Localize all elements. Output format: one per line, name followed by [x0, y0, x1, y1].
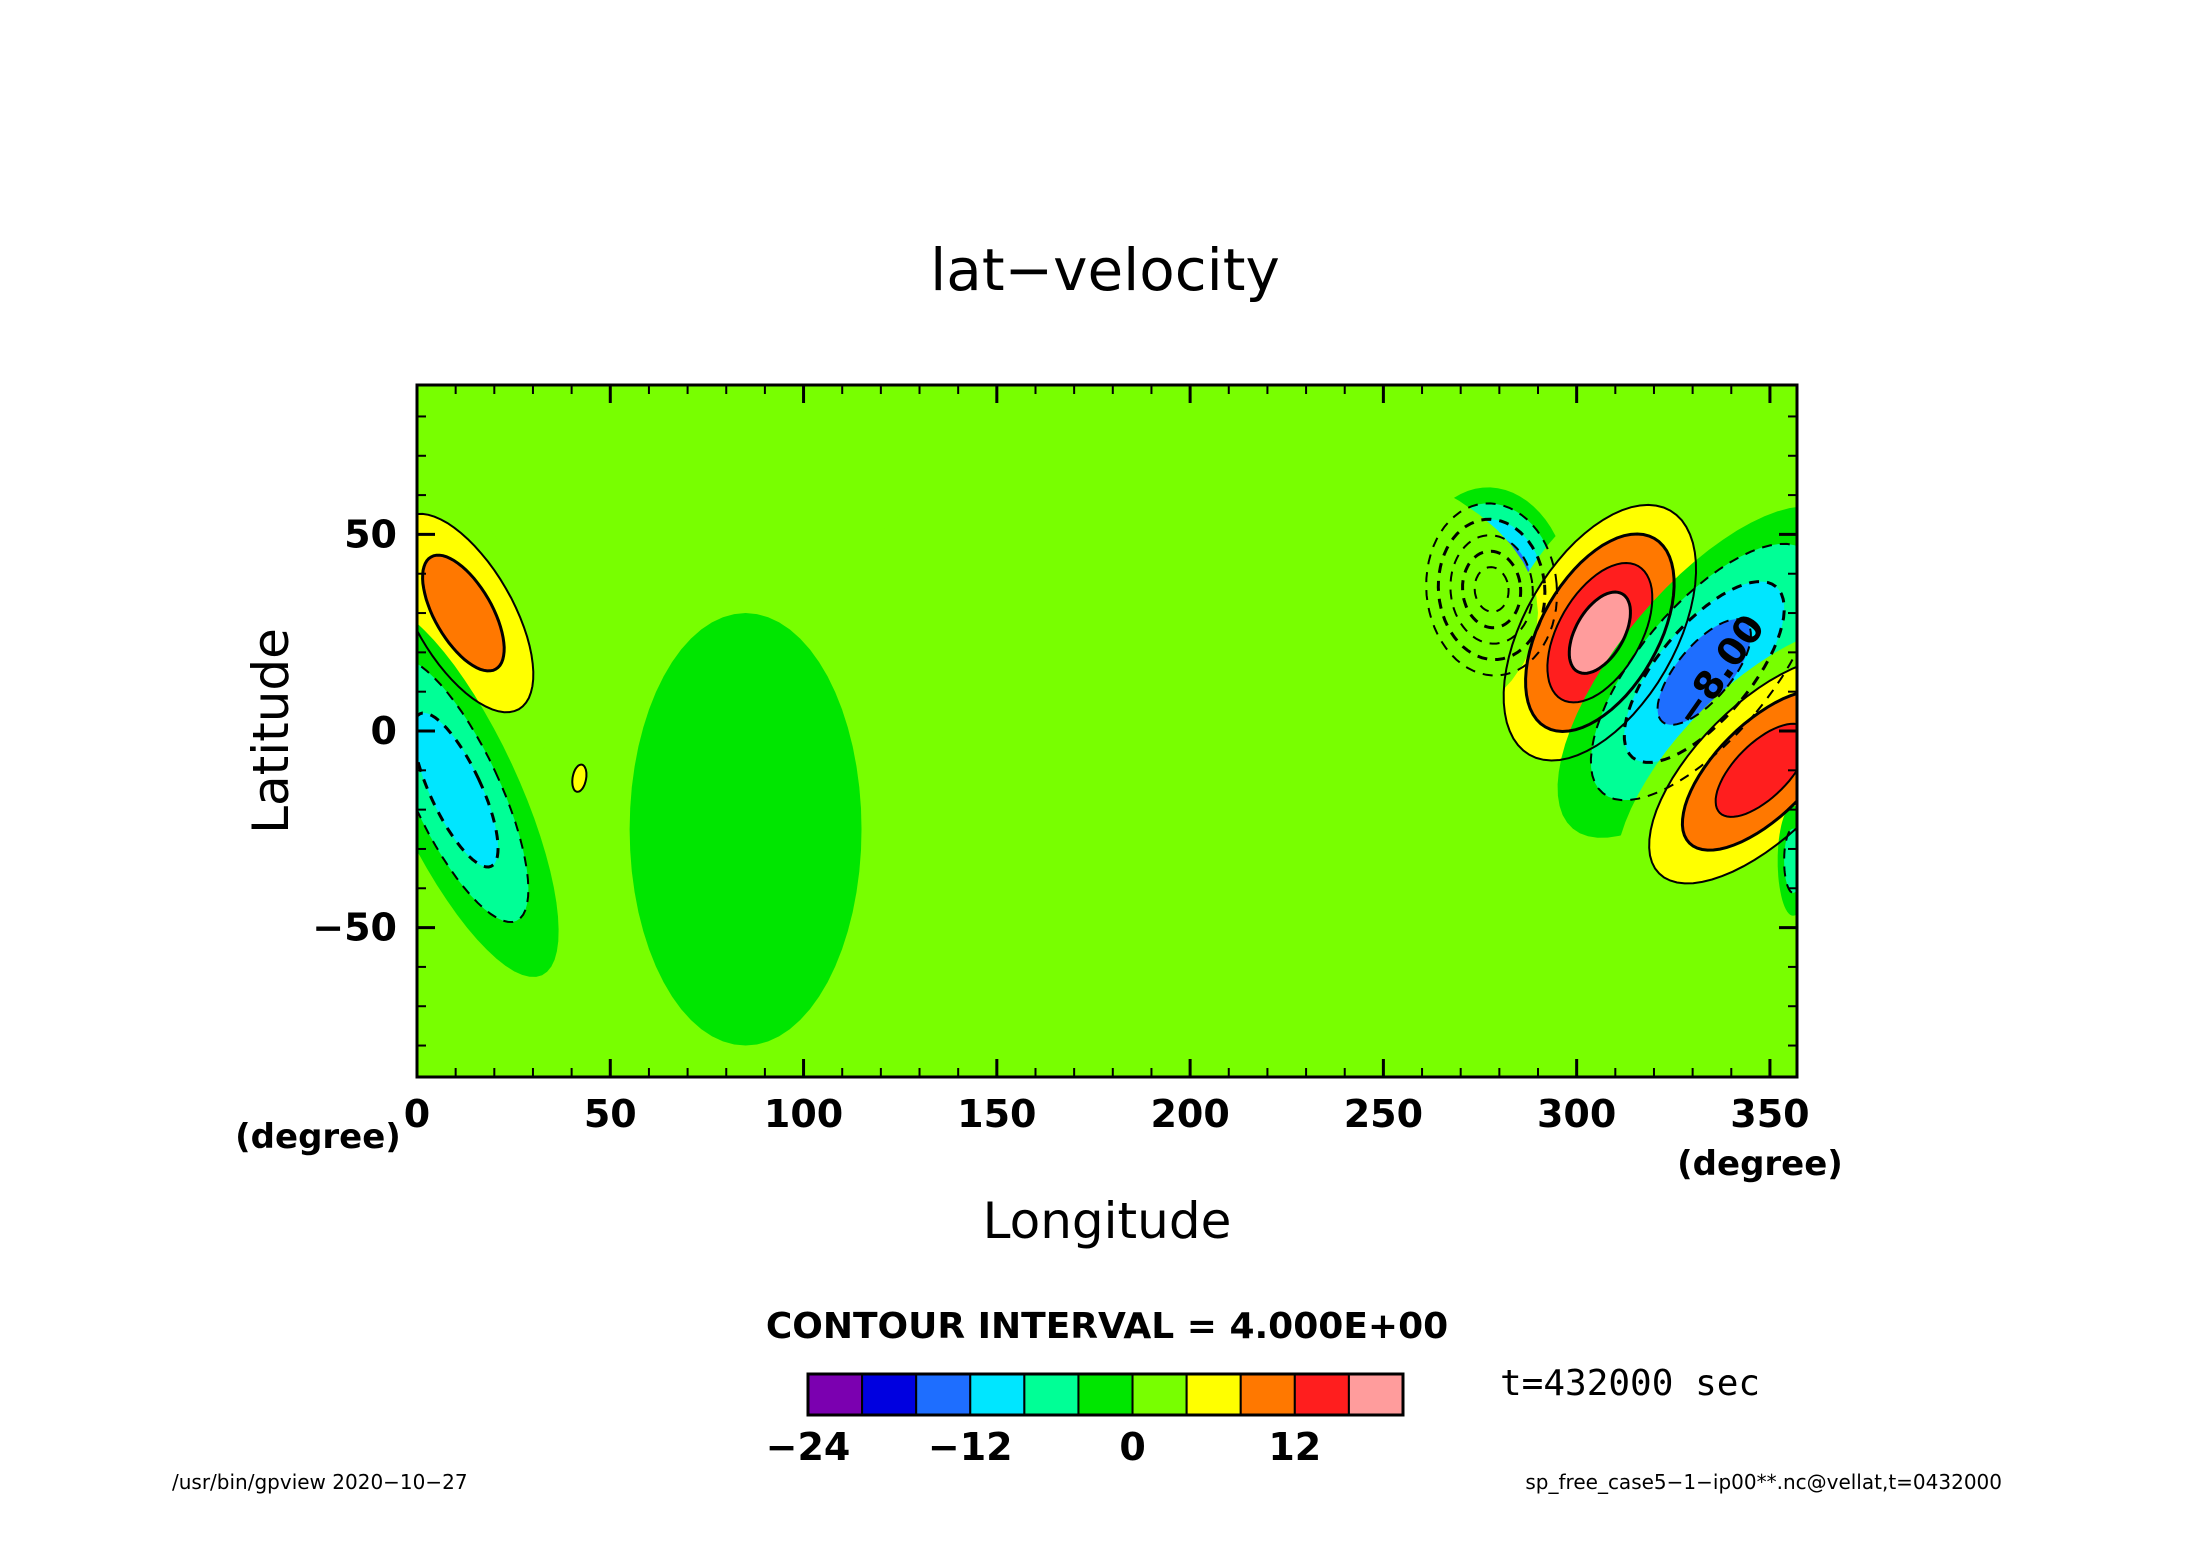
colorbar-swatch: [1131, 1373, 1188, 1416]
contour-line: [421, 553, 506, 673]
contour-line: [417, 711, 500, 869]
contour-line: [1648, 665, 1797, 885]
x-tick-label: 50: [584, 1092, 637, 1136]
x-tick-label: 150: [957, 1092, 1036, 1136]
y-tick-label: −50: [312, 906, 397, 950]
contour-line: [1567, 590, 1632, 675]
colorbar-swatch: [1077, 1373, 1134, 1416]
contour-line: [417, 512, 535, 714]
contour-line: [1502, 503, 1698, 762]
colorbar-swatch: [969, 1373, 1026, 1416]
colorbar-swatch: [861, 1373, 918, 1416]
colorbar-tick-label: 0: [1119, 1425, 1145, 1469]
x-unit-label-left: (degree): [235, 1117, 401, 1157]
colorbar-swatch: [1239, 1373, 1296, 1416]
contour-level-fill: [417, 713, 499, 867]
x-tick-label: 300: [1537, 1092, 1616, 1136]
colorbar-swatch: [1023, 1373, 1080, 1416]
contour-level-fill: [1784, 828, 1797, 893]
y-tick-label: 0: [371, 709, 397, 753]
footer-left: /usr/bin/gpview 2020−10−27: [172, 1470, 468, 1494]
colorbar-tick-label: −24: [766, 1425, 851, 1469]
contour-line: [1656, 618, 1752, 726]
contour-line: [1524, 532, 1676, 734]
x-tick-labels: 0 50 100 150 200 250 300 350: [404, 1092, 1810, 1136]
time-label: t=432000 sec: [1500, 1363, 1760, 1404]
colorbar: −24 −12 0 12: [766, 1372, 1405, 1469]
contour-interval-label: CONTOUR INTERVAL = 4.000E+00: [766, 1306, 1448, 1347]
field-region: [842, 436, 1538, 790]
colorbar-tick-label: −12: [928, 1425, 1013, 1469]
contour-level-fill: [572, 764, 587, 792]
x-unit-label-right: (degree): [1677, 1144, 1843, 1184]
axis-ticks: [415, 385, 1797, 1077]
colorbar-swatch: [1293, 1373, 1350, 1416]
contour-line: [1546, 561, 1654, 704]
colorbar-frame: [806, 1372, 1405, 1417]
field-region: [629, 613, 862, 1046]
contour-lines: [417, 502, 1797, 924]
contour-line: [1589, 542, 1797, 802]
contour-line: [417, 662, 530, 924]
colorbar-swatch: [807, 1373, 864, 1416]
colorbar-tick-label: 12: [1268, 1425, 1321, 1469]
x-tick-label: 200: [1150, 1092, 1229, 1136]
contour-fill-field: [417, 385, 1797, 1077]
colorbar-swatch: [1185, 1373, 1242, 1416]
x-tick-label: 0: [404, 1092, 430, 1136]
contour-line: [1680, 691, 1797, 852]
x-axis-title: Longitude: [983, 1192, 1232, 1250]
y-tick-label: 50: [344, 512, 397, 556]
y-tick-labels: −50 0 50: [312, 512, 397, 949]
x-tick-label: 250: [1344, 1092, 1423, 1136]
contour-line: [1473, 566, 1510, 613]
contour-line: [1714, 722, 1797, 818]
footer-right: sp_free_case5−1−ip00**.nc@vellat,t=04320…: [1525, 1470, 2002, 1494]
contour-line: [1425, 502, 1559, 677]
contour-line: [1622, 580, 1786, 764]
x-tick-label: 350: [1730, 1092, 1809, 1136]
contour-line: [571, 763, 588, 793]
colorbar-swatch: [915, 1373, 972, 1416]
x-tick-label: 100: [764, 1092, 843, 1136]
contour-line: [1449, 534, 1534, 645]
contour-level-fill: [1657, 619, 1751, 725]
contour-line: [1461, 549, 1523, 630]
y-axis-title: Latitude: [242, 628, 300, 834]
chart-title: lat−velocity: [930, 236, 1280, 304]
contour-level-fill: [422, 555, 505, 671]
colorbar-swatch: [1347, 1373, 1404, 1416]
